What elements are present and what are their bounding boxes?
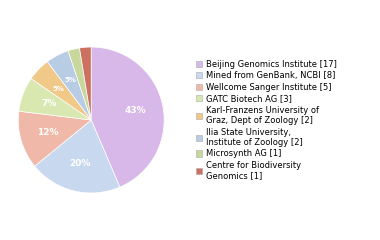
Wedge shape (91, 47, 164, 187)
Wedge shape (48, 51, 91, 120)
Text: 43%: 43% (125, 107, 146, 115)
Text: 5%: 5% (53, 86, 65, 92)
Text: 20%: 20% (70, 159, 91, 168)
Wedge shape (18, 111, 91, 166)
Legend: Beijing Genomics Institute [17], Mined from GenBank, NCBI [8], Wellcome Sanger I: Beijing Genomics Institute [17], Mined f… (196, 60, 337, 180)
Text: 7%: 7% (41, 99, 57, 108)
Text: 5%: 5% (64, 77, 76, 83)
Wedge shape (35, 120, 120, 193)
Wedge shape (19, 78, 91, 120)
Wedge shape (31, 62, 91, 120)
Wedge shape (79, 47, 91, 120)
Text: 12%: 12% (37, 128, 59, 137)
Wedge shape (68, 48, 91, 120)
